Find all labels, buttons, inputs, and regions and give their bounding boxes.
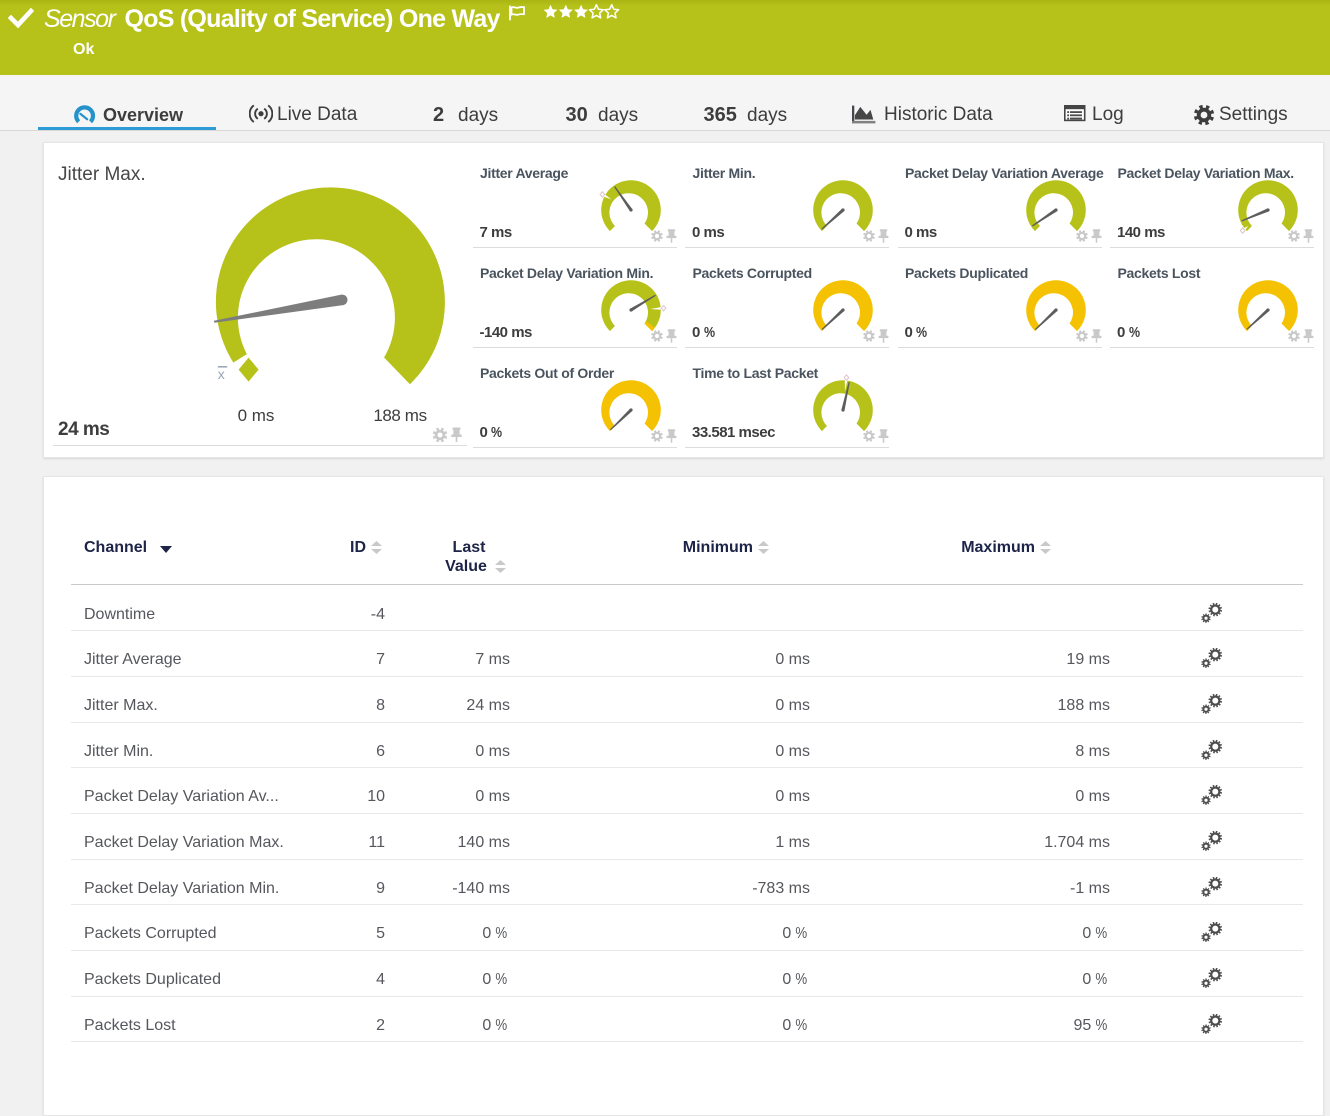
svg-text:x: x xyxy=(218,366,225,382)
